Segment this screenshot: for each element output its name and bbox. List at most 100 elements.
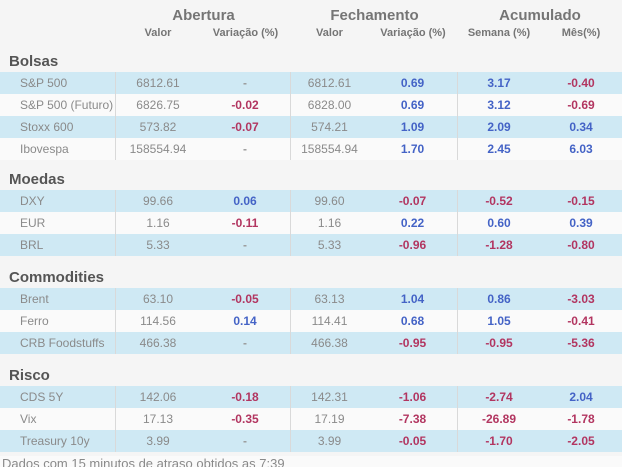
abertura-valor-cell: 1.16 — [146, 216, 170, 230]
abertura-valor-cell: 573.82 — [139, 120, 177, 134]
section-commodities: Commodities Brent 63.10 -0.05 63.13 1.04 0.86 -… — [0, 266, 622, 354]
instrument-name: S&P 500 (Futuro) — [0, 94, 116, 116]
table-row: Ibovespa 158554.94-158554.94 1.70 2.45 6.03 — [0, 138, 622, 160]
instrument-name: CRB Foodstuffs — [0, 332, 116, 354]
abertura-variacao-cell: -0.07 — [200, 116, 291, 138]
abertura-valor-cell: 17.13 — [142, 412, 174, 426]
fechamento-variacao-cell: 0.69 — [368, 72, 458, 94]
abertura-variacao-cell: - — [200, 234, 291, 256]
instrument-name: Treasury 10y — [0, 430, 116, 452]
fechamento-variacao-cell: -1.06 — [368, 386, 458, 408]
abertura-valor-cell: 142.06 — [139, 390, 177, 404]
acumulado-semana-cell: 3.12 — [487, 98, 511, 112]
fechamento-variacao-cell: 1.70 — [368, 138, 458, 160]
table-row: Treasury 10y 3.99 - 3.99 -0.05 -1.70 -2.05 — [0, 430, 622, 452]
acumulado-mes-cell: -3.03 — [567, 292, 595, 306]
acumulado-mes-cell: -0.40 — [567, 76, 595, 90]
instrument-name: Ibovespa — [0, 138, 116, 160]
table-row: Brent 63.10 -0.05 63.13 1.04 0.86 -3.03 — [0, 288, 622, 310]
acumulado-semana-cell: 1.05 — [487, 314, 511, 328]
fechamento-variacao-cell: 0.22 — [368, 212, 458, 234]
acumulado-mes-cell: 0.39 — [569, 216, 593, 230]
fechamento-valor-cell: 3.99 — [317, 434, 342, 448]
acumulado-semana-cell: -2.74 — [485, 390, 513, 404]
acumulado-semana-cell: -0.95 — [485, 336, 513, 350]
table-body: Bolsas S&P 500 6812.61 - 6812.61 0.69 3.17 -0.4… — [0, 50, 622, 452]
corner-spacer — [0, 26, 116, 42]
acumulado-mes-cell: 0.34 — [569, 120, 593, 134]
acumulado-semana-cell: -1.28 — [485, 238, 513, 252]
fechamento-variacao-cell: 1.04 — [368, 288, 458, 310]
abertura-variacao-cell: -0.35 — [200, 408, 291, 430]
acumulado-mes-cell: -2.05 — [567, 434, 595, 448]
abertura-variacao-cell: -0.02 — [200, 94, 291, 116]
group-header-fechamento: Fechamento — [330, 7, 419, 24]
abertura-valor-cell: 114.56 — [140, 314, 176, 328]
section-title: Risco — [9, 367, 50, 384]
abertura-valor-cell: 6812.61 — [136, 76, 180, 90]
fechamento-variacao-cell: 1.09 — [368, 116, 458, 138]
table-row: DXY 99.66 0.06 99.60 -0.07 -0.52 -0.15 — [0, 190, 622, 212]
data-delay-notice: Dados com 15 minutos de atraso obtidos a… — [0, 456, 622, 467]
abertura-variacao-cell: -0.05 — [200, 288, 291, 310]
table-row: S&P 500 6812.61 - 6812.61 0.69 3.17 -0.40 — [0, 72, 622, 94]
fechamento-variacao-cell: -0.95 — [368, 332, 458, 354]
acumulado-mes-cell: 2.04 — [569, 390, 593, 404]
corner-spacer — [0, 6, 116, 26]
fechamento-valor-cell: 574.21 — [311, 120, 348, 134]
instrument-name: Ferro — [0, 310, 116, 332]
acumulado-mes-cell: -0.15 — [567, 194, 595, 208]
instrument-name: EUR — [0, 212, 116, 234]
abertura-valor-cell: 466.38 — [139, 336, 177, 350]
abertura-variacao-cell: -0.11 — [200, 212, 291, 234]
acumulado-mes-cell: -5.36 — [567, 336, 595, 350]
section-moedas: Moedas DXY 99.66 0.06 99.60 -0.07 -0.52 -0.15 EU… — [0, 168, 622, 256]
fechamento-valor-cell: 1.16 — [317, 216, 342, 230]
abertura-variacao-cell: 0.14 — [200, 310, 291, 332]
table-row: CDS 5Y 142.06 -0.18 142.31 -1.06 -2.74 2.04 — [0, 386, 622, 408]
group-header-abertura: Abertura — [172, 7, 235, 24]
abertura-valor-cell: 63.10 — [142, 292, 174, 306]
abertura-variacao-cell: -0.18 — [200, 386, 291, 408]
table-group-header: Abertura Fechamento Acumulado — [0, 0, 622, 26]
subheader-fechamento-variacao: Variação (%) — [380, 27, 446, 39]
fechamento-valor-cell: 99.60 — [314, 194, 345, 208]
subheader-fechamento-valor: Valor — [316, 27, 343, 39]
section-title: Moedas — [9, 171, 65, 188]
group-header-acumulado: Acumulado — [499, 7, 581, 24]
subheader-abertura-variacao: Variação (%) — [212, 27, 279, 39]
fechamento-valor-cell: 17.19 — [314, 412, 345, 426]
fechamento-valor-cell: 5.33 — [317, 238, 342, 252]
instrument-name: DXY — [0, 190, 116, 212]
fechamento-variacao-cell: 0.69 — [368, 94, 458, 116]
subheader-abertura-valor: Valor — [144, 27, 172, 39]
abertura-valor-cell: 99.66 — [142, 194, 174, 208]
acumulado-semana-cell: 3.17 — [487, 76, 511, 90]
acumulado-semana-cell: 2.45 — [487, 142, 511, 156]
subheader-acumulado-mes: Mês(%) — [561, 27, 601, 39]
table-row: S&P 500 (Futuro) 6826.75 -0.02 6828.00 0.69 3… — [0, 94, 622, 116]
abertura-variacao-cell: 0.06 — [200, 190, 291, 212]
table-row: BRL 5.33 - 5.33 -0.96 -1.28 -0.80 — [0, 234, 622, 256]
abertura-variacao-cell: - — [200, 430, 291, 452]
fechamento-valor-cell: 6812.61 — [307, 76, 352, 90]
acumulado-semana-cell: 0.60 — [487, 216, 511, 230]
acumulado-semana-cell: -0.52 — [485, 194, 513, 208]
fechamento-variacao-cell: -0.05 — [368, 430, 458, 452]
acumulado-semana-cell: -1.70 — [485, 434, 513, 448]
section-risco: Risco CDS 5Y 142.06 -0.18 142.31 -1.06 -2.74 2.… — [0, 364, 622, 452]
acumulado-semana-cell: 2.09 — [487, 120, 511, 134]
acumulado-mes-cell: 6.03 — [569, 142, 593, 156]
abertura-valor-cell: 3.99 — [146, 434, 170, 448]
table-row: EUR 1.16 -0.11 1.16 0.22 0.60 0.39 — [0, 212, 622, 234]
acumulado-semana-cell: -26.89 — [481, 412, 517, 426]
fechamento-valor-cell: 6828.00 — [307, 98, 352, 112]
table-subheader: Valor Variação (%) Valor Variação (%) Se… — [0, 26, 622, 42]
instrument-name: Vix — [0, 408, 116, 430]
fechamento-variacao-cell: -7.38 — [368, 408, 458, 430]
table-row: Vix 17.13 -0.35 17.19 -7.38 -26.89 -1.78 — [0, 408, 622, 430]
instrument-name: CDS 5Y — [0, 386, 116, 408]
fechamento-valor-cell: 114.41 — [311, 314, 348, 328]
acumulado-mes-cell: -0.41 — [567, 314, 595, 328]
section-title: Commodities — [9, 269, 105, 286]
